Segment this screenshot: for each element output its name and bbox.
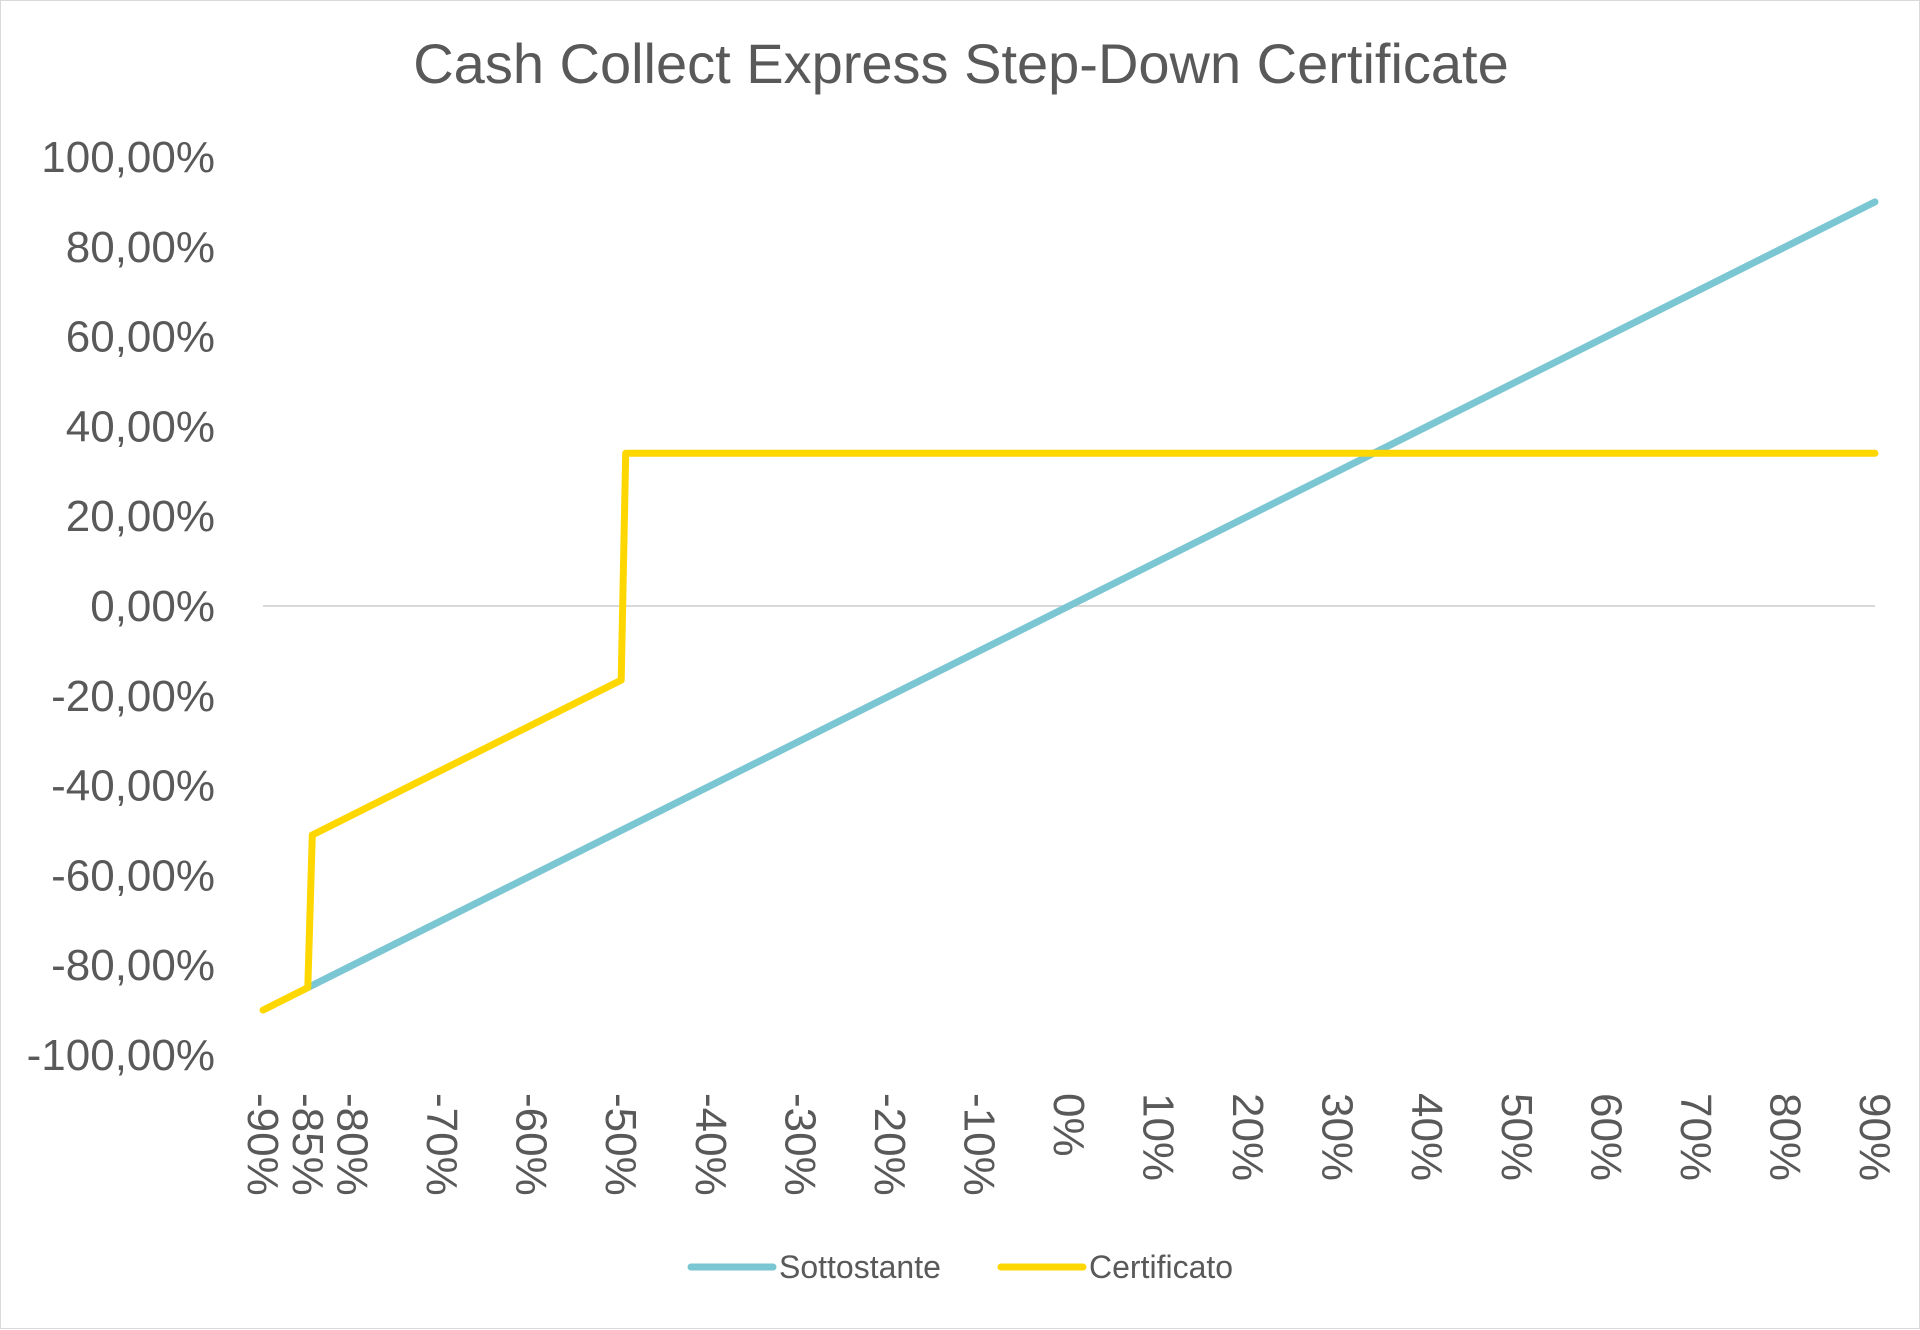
x-tick-label: -50% (596, 1093, 645, 1196)
y-tick-label: 40,00% (66, 402, 215, 451)
y-axis-ticks: 100,00% 80,00% 60,00% 40,00% 20,00% 0,00% -20,… (27, 133, 215, 1080)
y-tick-label: 20,00% (66, 492, 215, 541)
legend-label-sottostante: Sottostante (779, 1249, 941, 1285)
x-tick-label: -20% (865, 1093, 914, 1196)
y-tick-label: -80,00% (51, 941, 215, 990)
y-tick-label: 60,00% (66, 313, 215, 362)
x-axis-ticks: -90%-85%-80% -70% -60% -50% -40% -30% -20% -10%… (238, 1093, 1899, 1196)
x-tick-label: -85% (283, 1093, 332, 1196)
x-tick-label: 80% (1760, 1093, 1809, 1181)
x-tick-label: -10% (954, 1093, 1003, 1196)
y-tick-label: -40,00% (51, 762, 215, 811)
chart-title: Cash Collect Express Step-Down Certifica… (413, 32, 1509, 95)
x-tick-label: 10% (1134, 1093, 1183, 1181)
y-tick-label: 100,00% (41, 133, 215, 182)
legend: Sottostante Certificato (687, 1249, 1233, 1285)
x-tick-label: -40% (686, 1093, 735, 1196)
y-tick-label: 80,00% (66, 223, 215, 272)
y-tick-label: -100,00% (27, 1031, 215, 1080)
x-tick-label: 30% (1313, 1093, 1362, 1181)
x-tick-label: 40% (1402, 1093, 1451, 1181)
y-tick-label: -20,00% (51, 672, 215, 721)
x-tick-label: -90% (238, 1093, 287, 1196)
x-tick-label: 60% (1581, 1093, 1630, 1181)
x-tick-label: -60% (507, 1093, 556, 1196)
x-tick-label: 20% (1223, 1093, 1272, 1181)
x-tick-label: -70% (417, 1093, 466, 1196)
y-tick-label: -60,00% (51, 851, 215, 900)
legend-label-certificato: Certificato (1089, 1249, 1233, 1285)
x-tick-label: 50% (1492, 1093, 1541, 1181)
series-line-certificato (259, 449, 1879, 1014)
x-tick-label: 90% (1850, 1093, 1899, 1181)
series-line-sottostante (304, 198, 1879, 992)
x-tick-label: -30% (775, 1093, 824, 1196)
series-layer (259, 198, 1879, 1014)
x-tick-label: 0% (1044, 1093, 1093, 1157)
y-tick-label: 0,00% (90, 582, 215, 631)
x-tick-label: -80% (328, 1093, 377, 1196)
x-tick-label: 70% (1671, 1093, 1720, 1181)
